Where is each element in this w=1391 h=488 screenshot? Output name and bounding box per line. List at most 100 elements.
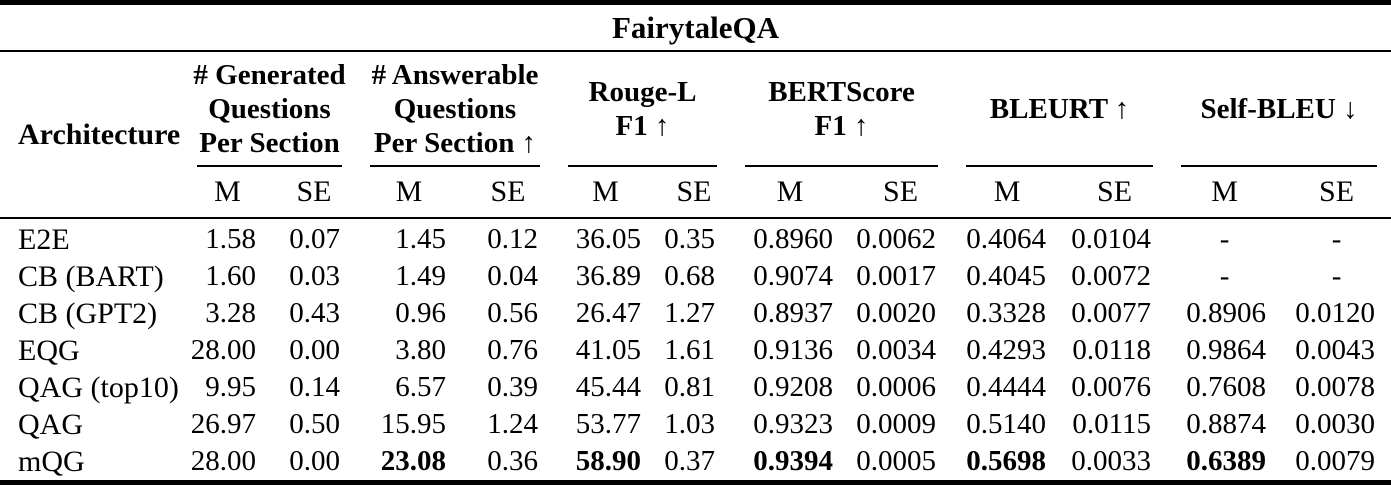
value-cell: 45.44	[575, 371, 641, 403]
group-label-line: Per Section	[199, 126, 340, 159]
value-cell-best: 23.08	[380, 445, 446, 477]
value-cell: 26.97	[190, 408, 256, 440]
value-cell: 0.12	[487, 223, 538, 255]
cell-architecture: QAG	[18, 407, 83, 441]
group-header-rouge-l: Rouge-L F1 ↑	[554, 52, 731, 167]
value-cell: 6.57	[395, 371, 446, 403]
subheader-se: SE	[272, 167, 356, 219]
value-cell: 0.37	[664, 445, 716, 477]
value-cell: 0.76	[487, 334, 538, 366]
value-cell: 0.43	[289, 297, 340, 329]
value-cell: 3.80	[395, 334, 446, 366]
top-rule	[0, 0, 1391, 5]
subheader-se: SE	[1282, 167, 1391, 219]
value-cell: 0.3328	[966, 297, 1047, 329]
value-cell: 0.9208	[753, 371, 834, 403]
value-cell: -	[1219, 260, 1230, 292]
cell-architecture: CB (BART)	[18, 259, 164, 293]
table-row-mqg: mQG 28.00 0.00 23.08 0.36 58.90 0.37 0.9…	[0, 443, 1391, 480]
value-cell: 0.04	[487, 260, 538, 292]
value-cell: 0.0006	[856, 371, 937, 403]
value-cell: 1.61	[664, 334, 716, 366]
value-cell: 1.49	[395, 260, 446, 292]
value-cell: 0.9864	[1186, 334, 1267, 366]
value-cell: 28.00	[190, 334, 256, 366]
table-row-qag: QAG 26.97 0.50 15.95 1.24 53.77 1.03 0.9…	[0, 406, 1391, 443]
value-cell: -	[1331, 260, 1342, 292]
subheader-se: SE	[657, 167, 732, 219]
subheader-m: M	[731, 167, 850, 219]
table-row-e2e: E2E 1.58 0.07 1.45 0.12 36.05 0.35 0.896…	[0, 218, 1391, 258]
group-label-line: F1 ↑	[814, 109, 869, 142]
value-cell: 0.4293	[966, 334, 1047, 366]
value-cell: 0.4444	[966, 371, 1047, 403]
group-label-line: BERTScore	[768, 75, 915, 108]
value-cell: 0.0017	[856, 260, 937, 292]
group-label-line: Per Section ↑	[373, 126, 537, 159]
value-cell: 0.0009	[856, 408, 937, 440]
value-cell: 0.9074	[753, 260, 834, 292]
table-row-eqg: EQG 28.00 0.00 3.80 0.76 41.05 1.61 0.91…	[0, 332, 1391, 369]
value-cell: 0.0072	[1071, 260, 1152, 292]
value-cell: 0.8906	[1186, 297, 1267, 329]
value-cell: 1.24	[487, 408, 538, 440]
value-cell: 3.28	[205, 297, 256, 329]
value-cell: 0.8874	[1186, 408, 1267, 440]
group-label-line: F1 ↑	[615, 109, 670, 142]
value-cell: 0.0030	[1295, 408, 1376, 440]
value-cell: 0.0034	[856, 334, 937, 366]
table-title-band: FairytaleQA	[0, 5, 1391, 50]
group-label-answerable-questions: # Answerable Questions Per Section ↑	[370, 52, 540, 167]
title-rule	[0, 50, 1391, 52]
value-cell: 0.8960	[753, 223, 834, 255]
group-header-answerable-questions: # Answerable Questions Per Section ↑	[356, 52, 554, 167]
value-cell: 0.35	[664, 223, 716, 255]
value-cell-best: 0.9394	[753, 445, 834, 477]
group-label-line: Rouge-L	[588, 75, 697, 108]
value-cell: 0.39	[487, 371, 538, 403]
value-cell: 0.7608	[1186, 371, 1267, 403]
value-cell: 26.47	[575, 297, 641, 329]
value-cell: 1.27	[664, 297, 716, 329]
group-header-bleurt: BLEURT ↑	[952, 52, 1167, 167]
value-cell: 0.68	[664, 260, 716, 292]
results-table: Architecture # Generated Questions Per S…	[0, 52, 1391, 480]
value-cell: 1.03	[664, 408, 716, 440]
table-row-cb-bart: CB (BART) 1.60 0.03 1.49 0.04 36.89 0.68…	[0, 258, 1391, 295]
group-label-line: Self-BLEU ↓	[1200, 92, 1358, 125]
subheader-m: M	[952, 167, 1063, 219]
value-cell: 0.0005	[856, 445, 937, 477]
bottom-rule	[0, 480, 1391, 485]
value-cell: 0.0104	[1071, 223, 1152, 255]
group-label-line: # Answerable	[371, 58, 539, 91]
value-cell: 36.05	[575, 223, 641, 255]
value-cell: 0.56	[487, 297, 538, 329]
value-cell: 0.0115	[1072, 408, 1152, 440]
group-label-line: Questions	[393, 92, 517, 125]
cell-architecture: QAG (top10)	[18, 370, 179, 404]
value-cell: 41.05	[575, 334, 641, 366]
value-cell: 0.00	[289, 445, 340, 477]
group-label-rouge-l: Rouge-L F1 ↑	[568, 52, 718, 167]
group-label-line: BLEURT ↑	[989, 92, 1130, 125]
value-cell: 1.45	[395, 223, 446, 255]
subheader-m: M	[183, 167, 272, 219]
value-cell: 0.81	[664, 371, 716, 403]
cell-architecture: CB (GPT2)	[18, 296, 158, 330]
value-cell: 0.03	[289, 260, 340, 292]
cell-architecture: E2E	[18, 222, 70, 256]
group-label-generated-questions: # Generated Questions Per Section	[193, 52, 346, 167]
group-header-self-bleu: Self-BLEU ↓	[1167, 52, 1391, 167]
group-label-bleurt: BLEURT ↑	[966, 52, 1154, 167]
value-cell: 0.36	[487, 445, 538, 477]
value-cell: 0.0033	[1071, 445, 1152, 477]
group-label-line: # Generated	[193, 58, 346, 91]
table-title: FairytaleQA	[611, 9, 779, 45]
value-cell: 0.0120	[1295, 297, 1376, 329]
value-cell: 15.95	[380, 408, 446, 440]
cell-architecture: EQG	[18, 333, 80, 367]
value-cell: 0.4064	[966, 223, 1047, 255]
value-cell: 0.8937	[753, 297, 834, 329]
subheader-m: M	[554, 167, 657, 219]
